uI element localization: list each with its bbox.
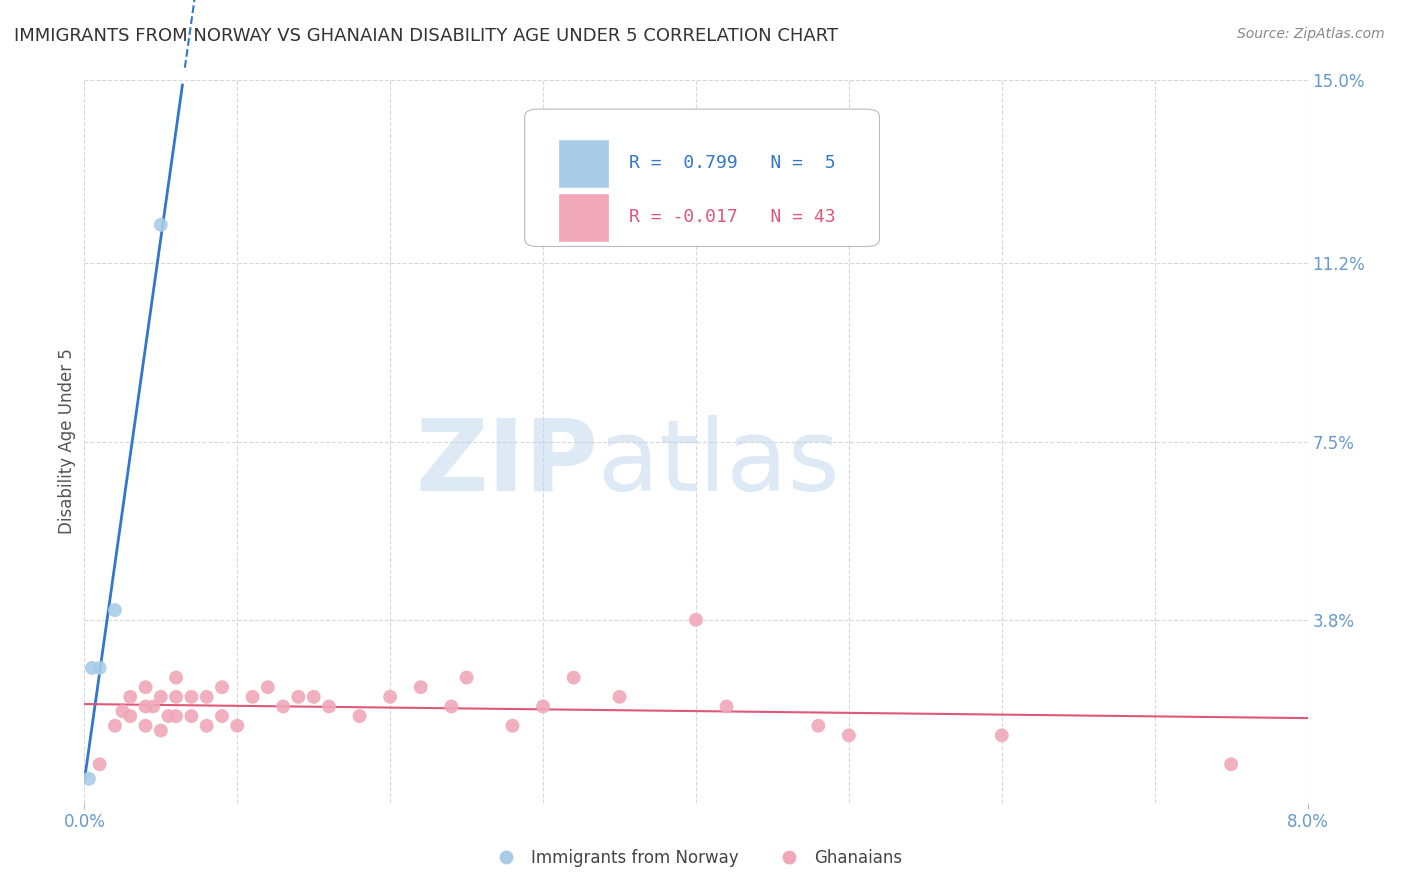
Text: atlas: atlas [598,415,839,512]
FancyBboxPatch shape [560,140,607,186]
Point [456,671,478,685]
Point [165,671,187,685]
Point [531,699,554,714]
Text: Source: ZipAtlas.com: Source: ZipAtlas.com [1237,27,1385,41]
Point [180,709,202,723]
Point [409,680,432,694]
Point [195,690,218,704]
Point [180,690,202,704]
Point [380,690,402,704]
Point [318,699,340,714]
Point [257,680,280,694]
FancyBboxPatch shape [524,109,880,246]
Point [149,723,172,738]
Point [165,690,187,704]
Point [991,728,1014,742]
Point [242,690,264,704]
Y-axis label: Disability Age Under 5: Disability Age Under 5 [58,349,76,534]
Point [135,719,157,733]
Point [838,728,860,742]
Point [685,613,707,627]
Point [609,690,631,704]
Point [135,699,157,714]
Point [149,690,172,704]
Point [89,757,111,772]
Point [195,719,218,733]
Point [807,719,830,733]
Point [1220,757,1243,772]
Point [80,661,103,675]
Text: R =  0.799   N =  5: R = 0.799 N = 5 [628,154,835,172]
Point [211,709,233,723]
Point [502,719,524,733]
Point [111,704,134,718]
Point [104,719,127,733]
Point [440,699,463,714]
Point [135,680,157,694]
Point [120,690,142,704]
Point [77,772,100,786]
Point [142,699,165,714]
FancyBboxPatch shape [560,194,607,241]
Legend: Immigrants from Norway, Ghanaians: Immigrants from Norway, Ghanaians [484,843,908,874]
Point [157,709,180,723]
Point [211,680,233,694]
Text: R = -0.017   N = 43: R = -0.017 N = 43 [628,208,835,227]
Point [349,709,371,723]
Point [165,709,187,723]
Point [302,690,325,704]
Text: IMMIGRANTS FROM NORWAY VS GHANAIAN DISABILITY AGE UNDER 5 CORRELATION CHART: IMMIGRANTS FROM NORWAY VS GHANAIAN DISAB… [14,27,838,45]
Point [716,699,738,714]
Point [104,603,127,617]
Point [562,671,585,685]
Point [89,661,111,675]
Point [271,699,294,714]
Point [149,218,172,232]
Point [226,719,249,733]
Point [287,690,309,704]
Text: ZIP: ZIP [415,415,598,512]
Point [120,709,142,723]
